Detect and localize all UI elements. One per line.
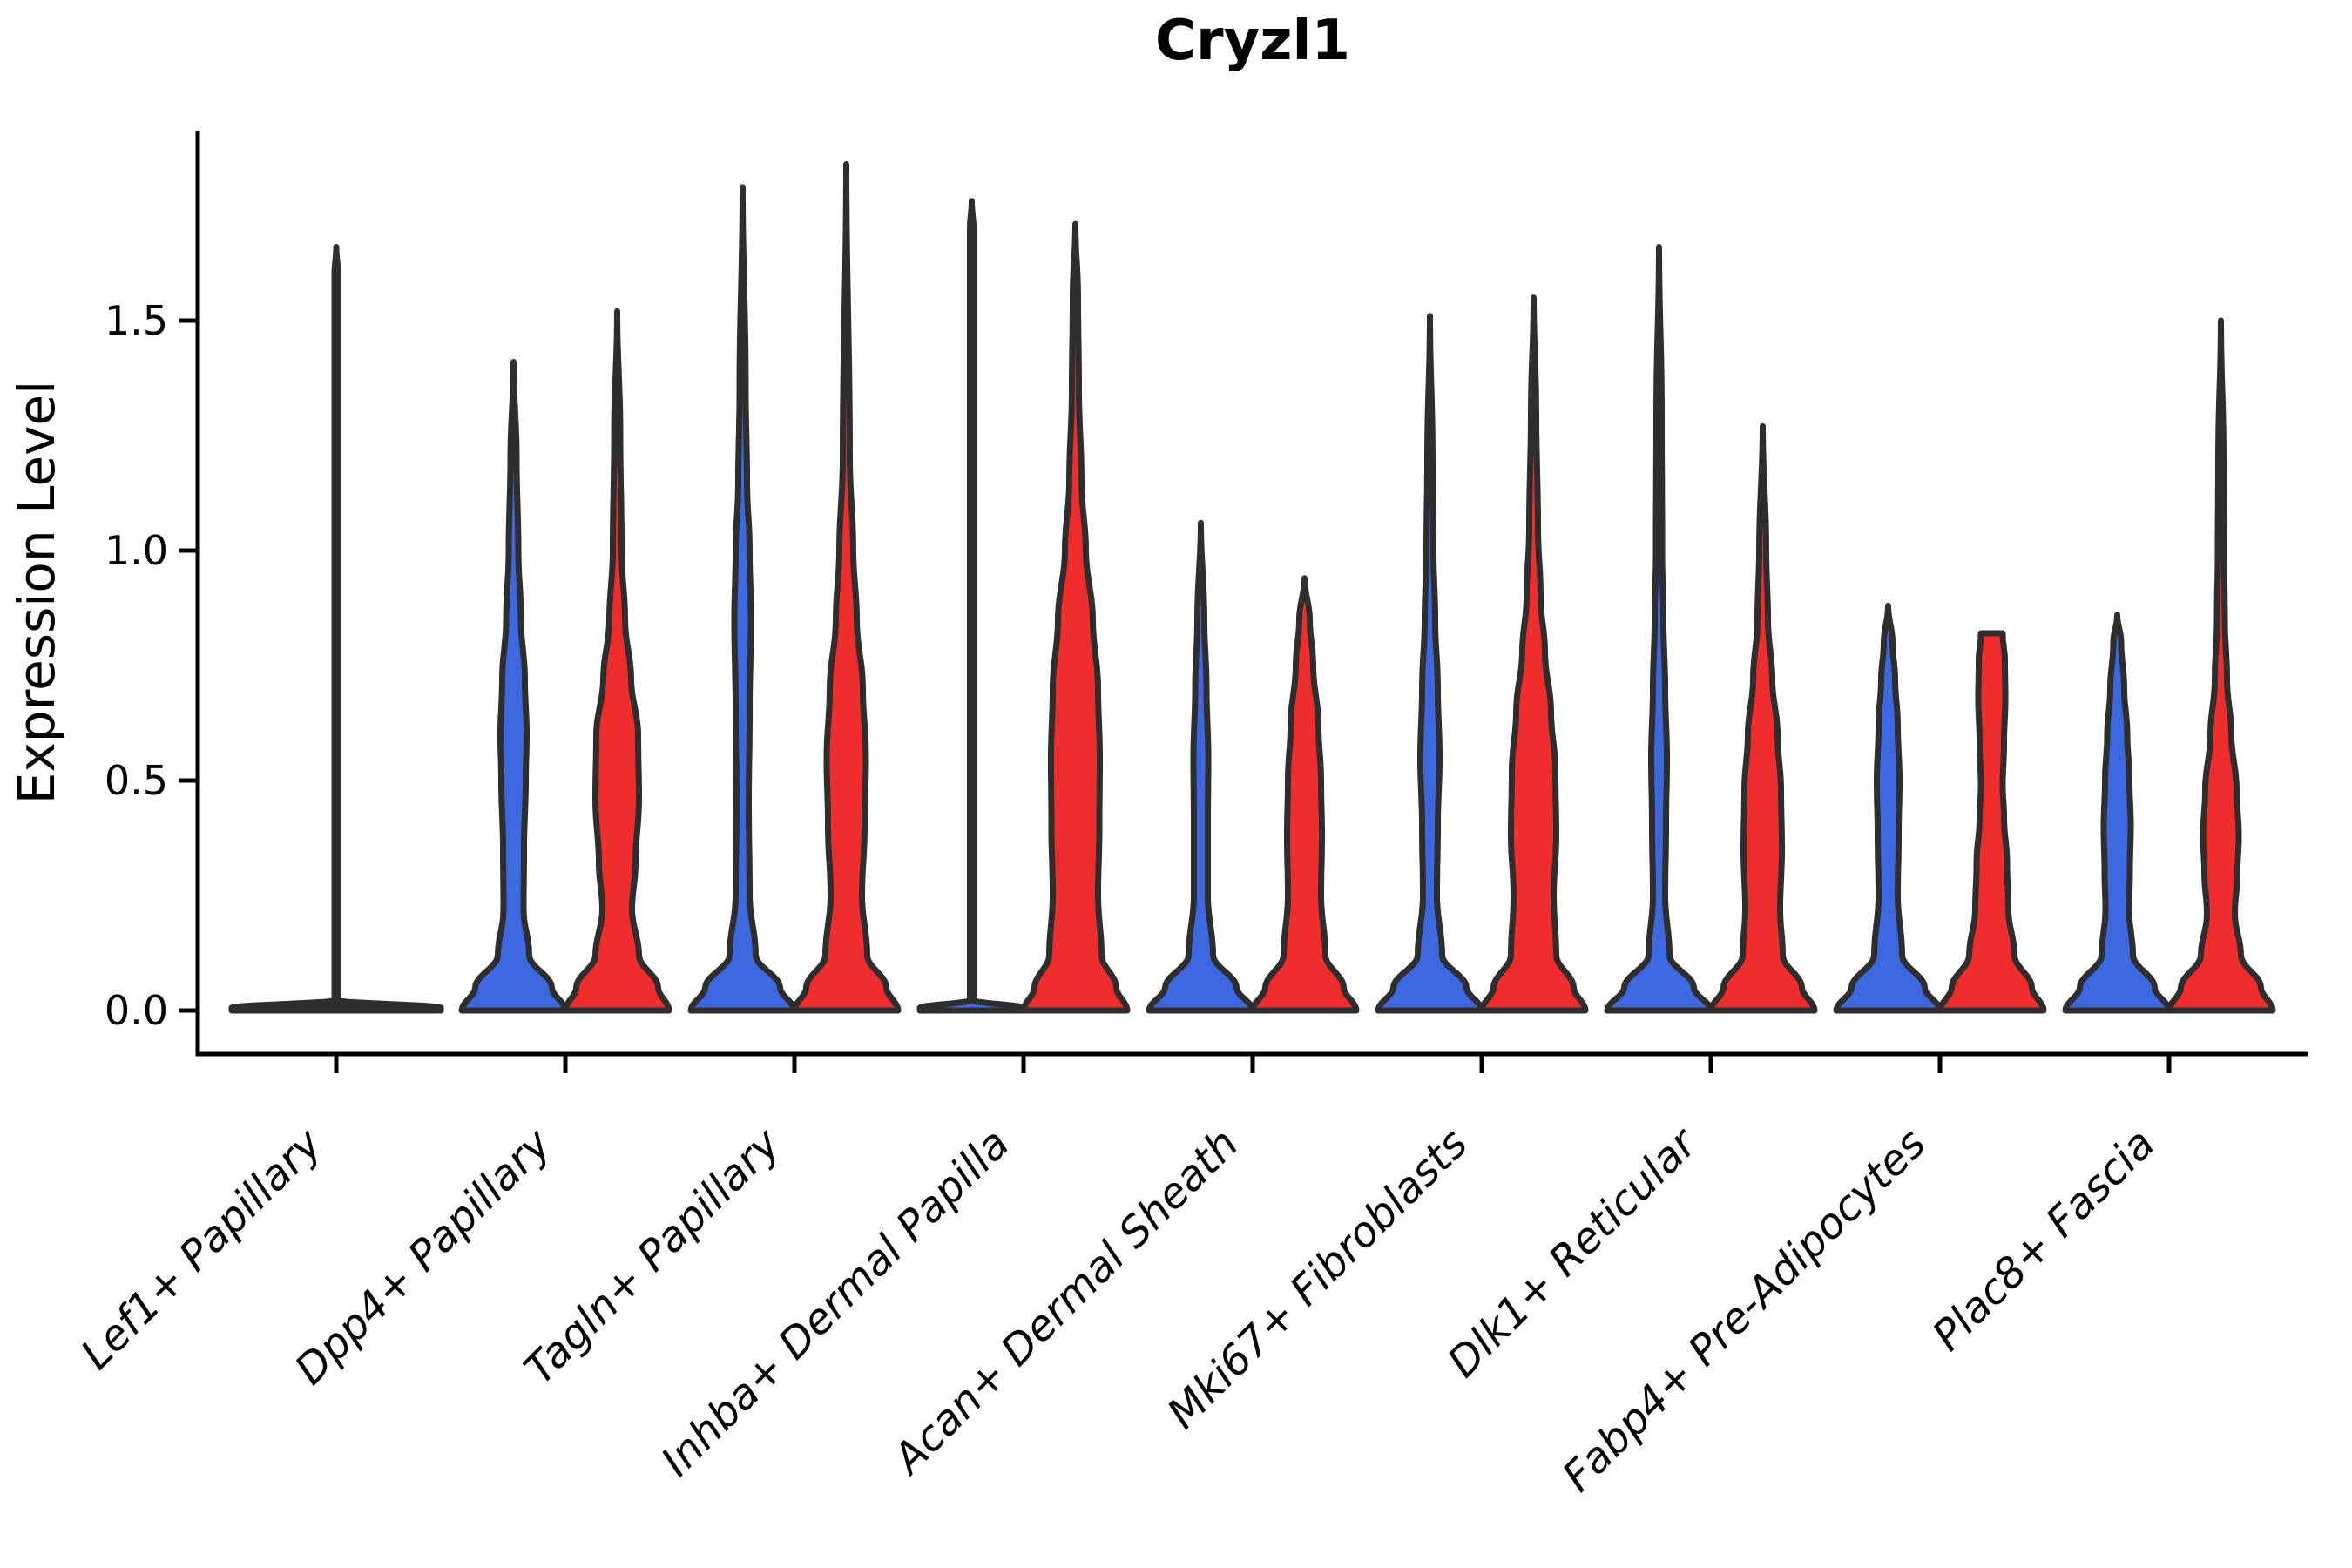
violin-inhba-dermal-papilla-right [1020,220,1131,1014]
y-tick-label: 0.5 [105,757,168,804]
x-tick-label-tagln-papillary: Tagln+ Papillary [515,1119,790,1394]
violin-acan-dermal-sheath-right [1249,575,1360,1014]
x-tick-label-dpp4-papillary: Dpp4+ Papillary [286,1119,561,1394]
violin-tagln-papillary-left [687,184,798,1014]
violin-dpp4-papillary-left [458,359,569,1014]
violins-layer [228,161,2276,1014]
x-tick-label-plac8-fascia: Plac8+ Fascia [1923,1119,2165,1361]
violin-mki67-fibroblasts-left [1375,313,1485,1014]
y-tick-label: 0.0 [105,987,168,1034]
violin-inhba-dermal-papilla-left [916,198,1027,1014]
chart-title: Cryzl1 [1155,9,1350,73]
violin-dlk1-reticular-left [1604,244,1714,1014]
violin-acan-dermal-sheath-left [1146,519,1256,1014]
violin-tagln-papillary-right [791,161,902,1014]
violin-dlk1-reticular-right [1707,422,1818,1014]
violin-fabp4-pre-adipocytes-left [1833,602,1943,1014]
violin-plac8-fascia-right [2166,317,2276,1014]
x-tick-label-lef1-papillary: Lef1+ Papillary [71,1119,332,1379]
violin-dpp4-papillary-right [562,308,672,1014]
violin-lef1-papillary-single [228,244,444,1014]
y-tick-label: 1.0 [105,527,168,574]
y-axis-label: Expression Level [7,381,66,804]
violin-fabp4-pre-adipocytes-right [1936,630,2047,1014]
x-tick-label-dlk1-reticular: Dlk1+ Reticular [1438,1118,1708,1388]
y-tick-label: 1.5 [105,297,168,344]
violin-plac8-fascia-left [2062,612,2173,1014]
violin-mki67-fibroblasts-right [1478,294,1589,1014]
x-tick-label-fabp4-pre-adipocytes: Fabp4+ Pre-Adipocytes [1553,1119,1936,1502]
